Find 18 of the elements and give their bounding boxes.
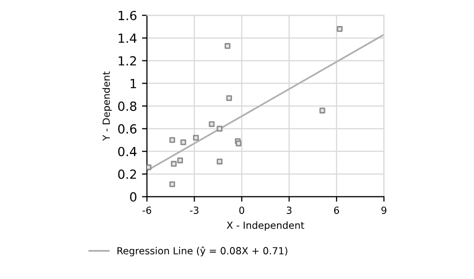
y-tick-label: 0	[130, 192, 136, 202]
y-tick-label: 0.2	[118, 170, 136, 179]
x-tick-label: 6	[334, 206, 340, 214]
x-tick-label: 0	[239, 206, 244, 214]
x-tick-label: 3	[286, 206, 292, 214]
y-tick-label: 1	[130, 78, 136, 88]
y-tick-label: 1.2	[118, 56, 136, 66]
y-tick-label: 0.8	[118, 101, 136, 111]
y-tick-label: 0.4	[118, 146, 137, 156]
y-tick-label: 1.4	[118, 34, 137, 43]
x-tick-label: 9	[381, 206, 386, 214]
x-axis-title: X - Independent	[226, 221, 304, 231]
y-axis-title: Y - Dependent	[102, 71, 112, 141]
x-tick-label: -6	[142, 206, 152, 214]
y-tick-label: 0.6	[118, 124, 136, 134]
legend-label: Regression Line (ŷ = 0.08X + 0.71)	[118, 246, 288, 256]
x-tick-label: -3	[190, 206, 198, 214]
y-tick-label: 1.6	[118, 10, 136, 20]
